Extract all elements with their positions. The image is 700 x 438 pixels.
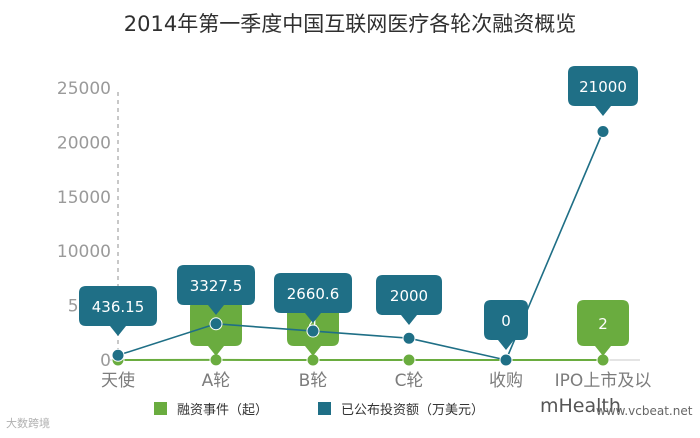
data-label-amount-bubble <box>568 66 638 116</box>
data-label-amount: 0 <box>501 312 511 330</box>
data-label-amount-bubble <box>274 273 352 323</box>
chart-title: 2014年第一季度中国互联网医疗各轮次融资概览 <box>123 12 577 36</box>
legend-label-events: 融资事件（起） <box>177 402 269 418</box>
x-tick-label: 收购 <box>489 371 523 391</box>
y-tick-label: 25000 <box>57 79 111 99</box>
x-tick-label: A轮 <box>202 371 231 391</box>
data-label-events: 2 <box>598 315 608 333</box>
data-point-1 <box>402 331 416 345</box>
data-label-events-bubble <box>577 300 629 356</box>
data-point-1 <box>209 317 223 331</box>
legend-swatch-amount <box>318 401 331 415</box>
data-point-1 <box>306 324 320 338</box>
y-tick-label: 0 <box>100 351 111 371</box>
x-tick-label: 天使 <box>101 370 135 391</box>
data-label-amount-bubble <box>376 275 442 325</box>
legend-item-amount: 已公布投资额（万美元） <box>312 396 484 420</box>
data-label-amount: 21000 <box>579 78 627 96</box>
data-label-amount-bubble <box>177 265 255 315</box>
data-label-events: 4 <box>308 315 318 333</box>
data-label-amount: 2000 <box>390 287 428 305</box>
watermark-left: 大数跨境 <box>6 417 50 430</box>
legend-label-amount: 已公布投资额（万美元） <box>341 402 485 418</box>
legend-item-events: 融资事件（起） <box>148 396 268 420</box>
data-point-0 <box>402 353 416 367</box>
data-label-amount: 3327.5 <box>190 277 243 295</box>
data-label-amount-bubble <box>79 286 157 336</box>
watermark-right-url: www.vcbeat.net <box>596 404 693 418</box>
x-tick-label: C轮 <box>395 371 424 391</box>
x-tick-label: B轮 <box>299 371 328 391</box>
data-label-amount: 436.15 <box>92 298 145 316</box>
y-tick-label: 15000 <box>57 188 111 208</box>
x-tick-label: IPO上市及以 <box>555 371 652 391</box>
data-label-amount-bubble <box>484 300 528 350</box>
y-tick-label: 20000 <box>57 133 111 153</box>
data-point-1 <box>499 353 513 367</box>
data-point-1 <box>596 125 610 139</box>
legend-swatch-events <box>154 401 167 415</box>
y-tick-label: 10000 <box>57 242 111 262</box>
watermark-right: mHealth <box>540 395 621 417</box>
data-label-amount: 2660.6 <box>287 285 340 303</box>
data-point-1 <box>111 348 125 362</box>
